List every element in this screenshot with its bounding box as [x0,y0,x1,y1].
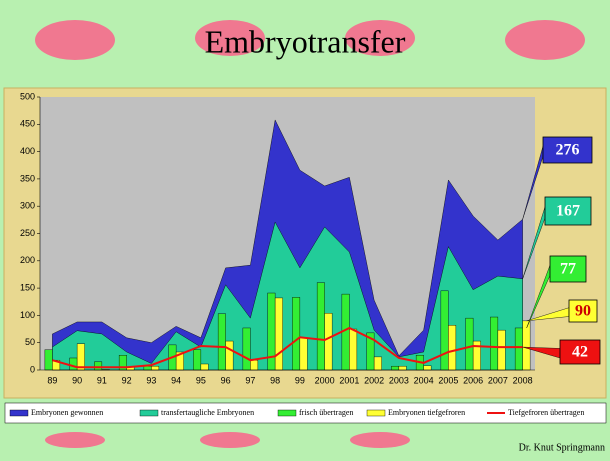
x-tick-label: 2000 [315,375,335,385]
y-tick-label: 300 [20,201,35,211]
bar [151,365,160,371]
x-tick-label: 89 [47,375,57,385]
y-tick-label: 200 [20,255,35,265]
y-tick-label: 450 [20,119,35,129]
bar [448,325,457,371]
bar [143,365,152,371]
callout-box [559,339,601,365]
legend-label: frisch übertragen [299,408,353,417]
x-tick-label: 98 [270,375,280,385]
y-tick-label: 0 [30,364,35,374]
x-tick-label: 92 [122,375,132,385]
x-tick-label: 91 [97,375,107,385]
bar [324,313,333,371]
x-tick-label: 94 [171,375,181,385]
callout-box [549,255,587,283]
bar [299,337,308,371]
bar [292,297,301,371]
legend-swatch [277,409,297,417]
bar [514,327,523,371]
x-tick-label: 2006 [463,375,483,385]
area [52,221,523,371]
bar [373,356,382,371]
x-tick-label: 2002 [364,375,384,385]
x-tick-label: 90 [72,375,82,385]
legend-label: Tiefgefroren übertragen [508,408,584,417]
callout-label: 90 [575,303,591,320]
x-tick-label: 99 [295,375,305,385]
bar [76,343,85,371]
bar [440,290,449,371]
callout-label: 42 [572,344,588,361]
bar [274,297,283,371]
x-tick-label: 96 [221,375,231,385]
callout-label: 77 [560,261,576,278]
x-tick-label: 2005 [438,375,458,385]
legend-label: transfertaugliche Embryonen [161,408,254,417]
legend [4,402,607,424]
bar [497,329,506,371]
bar [423,365,432,371]
x-tick-label: 2008 [513,375,533,385]
legend-swatch [366,409,386,417]
decoration [35,20,585,448]
y-tick-label: 400 [20,146,35,156]
bar [217,313,226,371]
chart-title: Embryotransfer [205,23,406,59]
x-tick-label: 2003 [389,375,409,385]
bar [316,282,325,371]
bar [349,328,358,371]
callout-label: 276 [556,142,580,159]
bar [242,327,251,371]
bar [465,317,474,371]
x-tick-label: 93 [146,375,156,385]
bar [398,365,407,371]
x-tick-label: 2004 [414,375,434,385]
bar [490,316,499,371]
bar [522,320,531,371]
legend-swatch [139,409,159,417]
bar [250,359,259,371]
y-tick-label: 50 [25,337,35,347]
y-tick-label: 250 [20,228,35,238]
legend-label: Embryonen tiefgefroren [388,408,465,417]
y-tick-label: 350 [20,173,35,183]
callout-box [542,136,593,164]
bar [200,363,209,371]
callout-label: 167 [556,203,580,220]
bar [94,361,103,371]
legend-swatch [9,409,29,417]
y-tick-label: 500 [20,91,35,101]
bar [193,349,202,371]
x-tick-label: 97 [245,375,255,385]
x-tick-label: 2001 [339,375,359,385]
y-tick-label: 100 [20,310,35,320]
x-tick-label: 2007 [488,375,508,385]
callout-box [544,196,592,226]
callout-box [568,299,598,323]
line [52,326,523,369]
bar [69,357,78,371]
bar [225,340,234,371]
legend-label: Embryonen gewonnen [31,408,103,417]
y-tick-label: 150 [20,282,35,292]
bar [44,349,53,371]
bar [267,292,276,371]
author: Dr. Knut Springmann [519,442,605,453]
bar [391,365,400,371]
x-tick-label: 95 [196,375,206,385]
